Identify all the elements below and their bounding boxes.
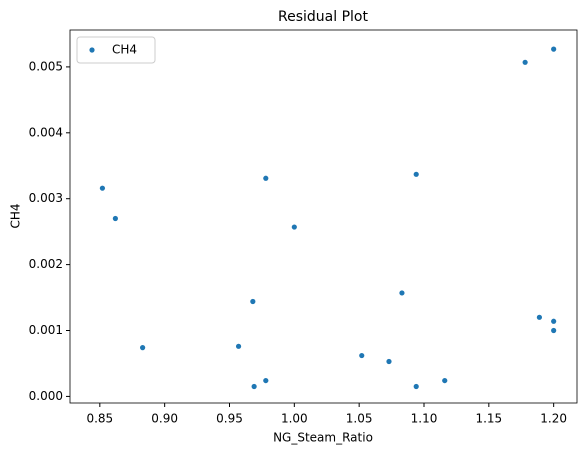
legend-label: CH4: [112, 43, 137, 57]
y-tick-label: 0.003: [29, 191, 63, 205]
point: [251, 383, 257, 390]
point: [112, 215, 118, 222]
point: [442, 377, 448, 384]
x-tick-label: 1.20: [540, 412, 567, 426]
y-axis-label: CH4: [9, 203, 23, 228]
point: [235, 343, 242, 349]
point: [551, 46, 557, 52]
point: [291, 224, 297, 230]
y-tick-label: 0.000: [29, 389, 63, 403]
x-tick-label: 1.05: [346, 412, 373, 426]
x-tick-label: 0.90: [151, 412, 178, 426]
point: [99, 185, 106, 191]
x-axis-label: NG_Steam_Ratio: [273, 431, 373, 445]
y-tick-label: 0.001: [29, 323, 63, 337]
chart-title: Residual Plot: [278, 9, 368, 25]
plot-frame: [69, 29, 578, 404]
point: [551, 327, 557, 334]
point: [263, 175, 269, 181]
point: [522, 59, 528, 65]
x-tick-label: 0.85: [86, 412, 113, 426]
x-tick-label: 1.00: [281, 412, 308, 426]
legend-marker: [89, 47, 95, 53]
point: [359, 352, 365, 359]
point: [551, 318, 557, 324]
y-tick-label: 0.005: [29, 59, 63, 73]
legend-box: [76, 36, 156, 64]
point: [413, 383, 419, 390]
point: [250, 298, 256, 305]
x-tick-label: 1.10: [411, 412, 438, 426]
point: [386, 358, 392, 365]
point: [399, 290, 405, 296]
x-tick-label: 0.95: [216, 412, 243, 426]
point: [413, 171, 419, 177]
x-tick-label: 1.15: [475, 412, 502, 426]
point: [263, 377, 269, 384]
point: [140, 345, 146, 351]
y-tick-label: 0.002: [29, 257, 63, 271]
point: [536, 314, 542, 320]
y-tick-label: 0.004: [29, 125, 63, 139]
